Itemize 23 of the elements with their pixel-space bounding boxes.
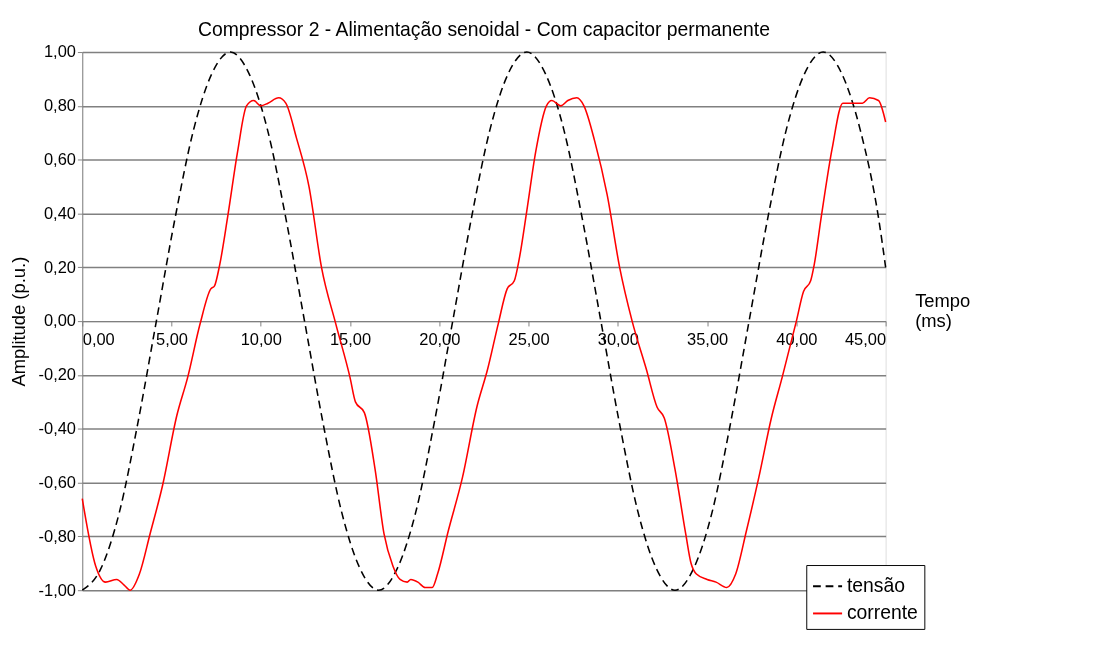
y-tick-label: -1,00 [38, 580, 76, 599]
y-tick-label: 0,00 [43, 311, 76, 330]
x-tick-label: 20,00 [419, 329, 461, 348]
y-tick-label: -0,40 [38, 419, 76, 438]
x-tick-label: 25,00 [508, 329, 550, 348]
y-tick-label: 0,60 [43, 150, 76, 168]
legend-label: tensão [846, 574, 906, 597]
x-tick-label: 35,00 [687, 329, 729, 348]
y-tick-label: 0,20 [43, 257, 76, 276]
x-tick-label: 45,00 [844, 329, 887, 348]
y-tick-label: -0,80 [38, 526, 76, 545]
y-tick-label: 1,00 [43, 42, 76, 61]
legend-label: corrente [846, 601, 918, 624]
x-axis-title: Tempo (ms) [915, 290, 971, 332]
y-tick-label: -0,60 [38, 472, 76, 491]
x-tick-label: 5,00 [156, 329, 189, 348]
chart-title: Compressor 2 - Alimentação senoidal - Com capacitor permanente [197, 17, 770, 40]
y-tick-label: -0,20 [38, 365, 76, 384]
y-tick-label: 0,80 [43, 96, 76, 115]
y-axis-title: Amplitude (p.u.) [7, 256, 29, 387]
x-tick-label: 0,00 [82, 329, 115, 348]
y-tick-label: 0,40 [43, 203, 76, 222]
x-tick-label: 10,00 [240, 329, 282, 348]
